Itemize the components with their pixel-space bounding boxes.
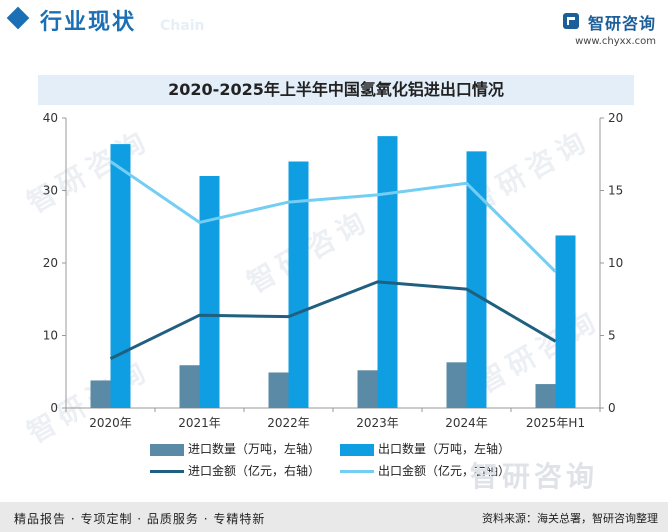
legend-swatch bbox=[340, 470, 374, 473]
x-tick-label: 2025年H1 bbox=[526, 416, 585, 430]
legend-label: 进口金额（亿元，右轴） bbox=[188, 464, 321, 478]
export-qty-bar bbox=[555, 235, 576, 408]
left-tick-label: 40 bbox=[43, 111, 58, 125]
import-qty-bar bbox=[268, 372, 289, 408]
left-tick-label: 0 bbox=[50, 401, 58, 415]
import-qty-bar bbox=[535, 384, 556, 408]
right-tick-label: 15 bbox=[608, 184, 623, 198]
export-qty-bar bbox=[110, 144, 131, 408]
left-tick-label: 20 bbox=[43, 256, 58, 270]
import-qty-bar bbox=[90, 380, 111, 408]
x-tick-label: 2022年 bbox=[267, 416, 310, 430]
legend-label: 出口数量（万吨，左轴） bbox=[378, 442, 511, 456]
brand-name: 智研咨询 bbox=[587, 14, 656, 33]
x-tick-label: 2020年 bbox=[89, 416, 132, 430]
import-amt-line bbox=[109, 280, 557, 361]
legend-swatch bbox=[150, 443, 184, 456]
right-tick-label: 10 bbox=[608, 256, 623, 270]
import-qty-bar bbox=[446, 362, 467, 408]
chart-title-bar: 2020-2025年上半年中国氢氧化铝进出口情况 bbox=[38, 75, 634, 105]
legend-item-import-amt: 进口金额（亿元，右轴） bbox=[150, 462, 320, 479]
right-tick-label: 0 bbox=[608, 401, 616, 415]
left-tick-label: 30 bbox=[43, 184, 58, 198]
brand-logo-icon bbox=[563, 13, 579, 29]
footer-source: 资料来源：海关总署，智研咨询整理 bbox=[482, 512, 658, 525]
legend-swatch bbox=[150, 470, 184, 473]
footer: 精品报告 · 专项定制 · 品质服务 · 专精特新 资料来源：海关总署，智研咨询… bbox=[0, 502, 668, 532]
footer-watermark: 智研咨询 bbox=[470, 460, 599, 493]
footer-tagline: 精品报告 · 专项定制 · 品质服务 · 专精特新 bbox=[14, 512, 266, 526]
legend-item-import-qty: 进口数量（万吨，左轴） bbox=[150, 440, 320, 457]
x-tick-label: 2021年 bbox=[178, 416, 221, 430]
legend-item-export-qty: 出口数量（万吨，左轴） bbox=[340, 440, 510, 457]
brand: 智研咨询 www.chyxx.com bbox=[575, 10, 656, 47]
left-tick-label: 10 bbox=[43, 329, 58, 343]
import-qty-bar bbox=[357, 370, 378, 408]
export-qty-bar bbox=[288, 161, 309, 408]
legend-label: 出口金额（亿元，右轴） bbox=[378, 464, 511, 478]
brand-url: www.chyxx.com bbox=[575, 36, 656, 47]
diamond-icon bbox=[6, 6, 30, 30]
export-qty-bar bbox=[199, 176, 220, 408]
import-qty-bar bbox=[179, 365, 200, 408]
export-amt-line bbox=[109, 160, 557, 273]
x-tick-label: 2023年 bbox=[356, 416, 399, 430]
export-qty-bar bbox=[377, 136, 398, 408]
export-qty-bar bbox=[466, 151, 487, 408]
header-ghost-text: Chain bbox=[160, 18, 205, 34]
chart-title: 2020-2025年上半年中国氢氧化铝进出口情况 bbox=[168, 80, 504, 99]
page-header: 行业现状 Chain 智研咨询 www.chyxx.com bbox=[0, 0, 668, 58]
legend-label: 进口数量（万吨，左轴） bbox=[188, 442, 321, 456]
x-tick-label: 2024年 bbox=[445, 416, 488, 430]
page-title: 行业现状 bbox=[40, 10, 137, 35]
legend-swatch bbox=[340, 443, 374, 456]
right-tick-label: 5 bbox=[608, 329, 616, 343]
legend-item-export-amt: 出口金额（亿元，右轴） bbox=[340, 462, 510, 479]
chart: 0 10 20 30 40 0 5 10 15 20 2020年 2021年 2022年 2023年 202… bbox=[43, 111, 624, 430]
right-tick-label: 20 bbox=[608, 111, 623, 125]
